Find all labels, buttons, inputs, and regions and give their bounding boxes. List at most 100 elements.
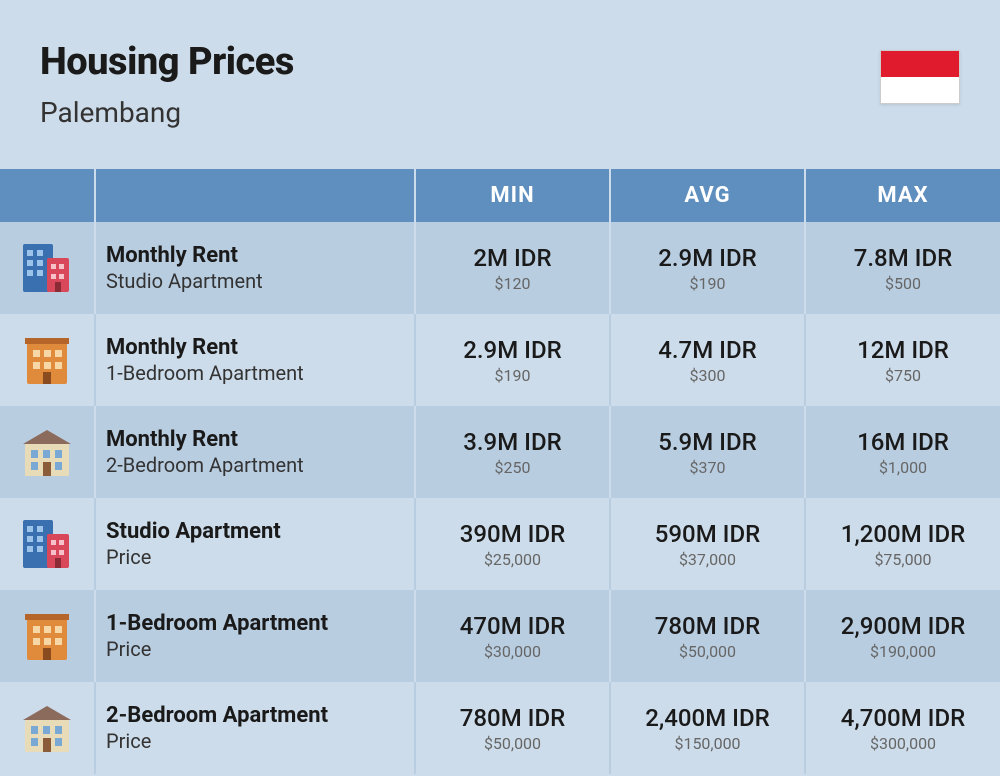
indonesia-flag-icon (880, 50, 960, 104)
label-cell: Monthly Rent 2-Bedroom Apartment (95, 406, 415, 498)
label-cell: Monthly Rent Studio Apartment (95, 222, 415, 314)
min-usd: $30,000 (416, 642, 609, 661)
avg-cell: 5.9M IDR $370 (610, 406, 805, 498)
row-title: Monthly Rent (106, 335, 414, 361)
house-icon (8, 698, 86, 758)
max-cell: 4,700M IDR $300,000 (805, 682, 1000, 774)
min-cell: 3.9M IDR $250 (415, 406, 610, 498)
icon-cell (0, 498, 95, 590)
table-row: 1-Bedroom Apartment Price 470M IDR $30,0… (0, 590, 1000, 682)
min-usd: $120 (416, 274, 609, 293)
max-cell: 2,900M IDR $190,000 (805, 590, 1000, 682)
table-row: 2-Bedroom Apartment Price 780M IDR $50,0… (0, 682, 1000, 774)
avg-usd: $300 (611, 366, 804, 385)
row-title: Studio Apartment (106, 519, 414, 545)
max-usd: $500 (806, 274, 1000, 293)
max-idr: 12M IDR (806, 336, 1000, 364)
max-usd: $190,000 (806, 642, 1000, 661)
max-idr: 1,200M IDR (806, 520, 1000, 548)
icon-cell (0, 590, 95, 682)
orange-building-icon (8, 330, 86, 390)
min-idr: 3.9M IDR (416, 428, 609, 456)
table-row: Monthly Rent 1-Bedroom Apartment 2.9M ID… (0, 314, 1000, 406)
max-usd: $750 (806, 366, 1000, 385)
row-title: 2-Bedroom Apartment (106, 703, 414, 729)
avg-usd: $150,000 (611, 734, 804, 753)
row-title: Monthly Rent (106, 427, 414, 453)
min-usd: $250 (416, 458, 609, 477)
col-max: MAX (805, 169, 1000, 222)
header: Housing Prices Palembang (0, 0, 1000, 149)
avg-cell: 590M IDR $37,000 (610, 498, 805, 590)
max-cell: 1,200M IDR $75,000 (805, 498, 1000, 590)
min-cell: 780M IDR $50,000 (415, 682, 610, 774)
min-idr: 390M IDR (416, 520, 609, 548)
row-subtitle: 1-Bedroom Apartment (106, 361, 414, 385)
label-cell: Studio Apartment Price (95, 498, 415, 590)
orange-building-icon (8, 606, 86, 666)
avg-usd: $370 (611, 458, 804, 477)
avg-idr: 5.9M IDR (611, 428, 804, 456)
max-cell: 16M IDR $1,000 (805, 406, 1000, 498)
row-title: 1-Bedroom Apartment (106, 611, 414, 637)
city-name: Palembang (40, 96, 960, 129)
row-title: Monthly Rent (106, 243, 414, 269)
max-usd: $300,000 (806, 734, 1000, 753)
max-idr: 7.8M IDR (806, 244, 1000, 272)
icon-cell (0, 314, 95, 406)
min-usd: $190 (416, 366, 609, 385)
page: Housing Prices Palembang MIN AVG MAX Mon… (0, 0, 1000, 776)
min-cell: 470M IDR $30,000 (415, 590, 610, 682)
min-cell: 2M IDR $120 (415, 222, 610, 314)
max-idr: 4,700M IDR (806, 704, 1000, 732)
min-cell: 2.9M IDR $190 (415, 314, 610, 406)
row-subtitle: Studio Apartment (106, 269, 414, 293)
col-avg: AVG (610, 169, 805, 222)
table-row: Studio Apartment Price 390M IDR $25,000 … (0, 498, 1000, 590)
avg-idr: 590M IDR (611, 520, 804, 548)
col-icon (0, 169, 95, 222)
icon-cell (0, 406, 95, 498)
label-cell: Monthly Rent 1-Bedroom Apartment (95, 314, 415, 406)
table-row: Monthly Rent 2-Bedroom Apartment 3.9M ID… (0, 406, 1000, 498)
min-cell: 390M IDR $25,000 (415, 498, 610, 590)
avg-usd: $37,000 (611, 550, 804, 569)
row-subtitle: Price (106, 637, 414, 661)
studio-building-icon (8, 238, 86, 298)
icon-cell (0, 222, 95, 314)
max-usd: $75,000 (806, 550, 1000, 569)
table-row: Monthly Rent Studio Apartment 2M IDR $12… (0, 222, 1000, 314)
col-label (95, 169, 415, 222)
table-header-row: MIN AVG MAX (0, 169, 1000, 222)
avg-cell: 2,400M IDR $150,000 (610, 682, 805, 774)
min-usd: $50,000 (416, 734, 609, 753)
avg-cell: 4.7M IDR $300 (610, 314, 805, 406)
min-idr: 2M IDR (416, 244, 609, 272)
icon-cell (0, 682, 95, 774)
avg-idr: 2.9M IDR (611, 244, 804, 272)
max-usd: $1,000 (806, 458, 1000, 477)
avg-usd: $190 (611, 274, 804, 293)
max-cell: 7.8M IDR $500 (805, 222, 1000, 314)
studio-building-icon (8, 514, 86, 574)
label-cell: 1-Bedroom Apartment Price (95, 590, 415, 682)
row-subtitle: Price (106, 545, 414, 569)
max-idr: 2,900M IDR (806, 612, 1000, 640)
min-idr: 470M IDR (416, 612, 609, 640)
label-cell: 2-Bedroom Apartment Price (95, 682, 415, 774)
col-min: MIN (415, 169, 610, 222)
avg-cell: 780M IDR $50,000 (610, 590, 805, 682)
max-cell: 12M IDR $750 (805, 314, 1000, 406)
avg-idr: 2,400M IDR (611, 704, 804, 732)
max-idr: 16M IDR (806, 428, 1000, 456)
page-title: Housing Prices (40, 40, 960, 84)
row-subtitle: 2-Bedroom Apartment (106, 453, 414, 477)
avg-idr: 4.7M IDR (611, 336, 804, 364)
avg-idr: 780M IDR (611, 612, 804, 640)
min-idr: 780M IDR (416, 704, 609, 732)
min-idr: 2.9M IDR (416, 336, 609, 364)
house-icon (8, 422, 86, 482)
row-subtitle: Price (106, 729, 414, 753)
min-usd: $25,000 (416, 550, 609, 569)
avg-cell: 2.9M IDR $190 (610, 222, 805, 314)
